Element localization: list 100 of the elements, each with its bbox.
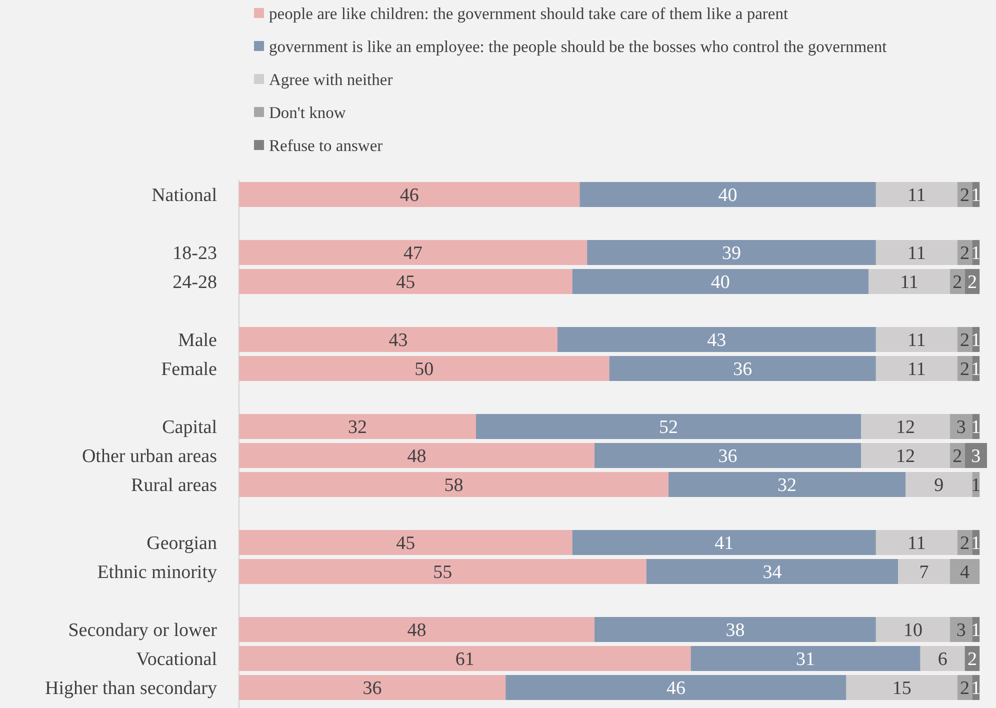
data-label: 45 xyxy=(396,533,416,554)
data-label: 11 xyxy=(900,272,918,294)
data-label: 31 xyxy=(796,649,816,670)
bar xyxy=(557,327,876,352)
data-label: 43 xyxy=(388,330,408,352)
bar xyxy=(572,530,876,555)
data-label: 1 xyxy=(971,678,981,700)
bar xyxy=(876,327,958,352)
bar xyxy=(476,414,862,439)
y-tick-label: Georgian xyxy=(146,533,218,554)
data-label: 48 xyxy=(407,446,426,468)
data-label: 11 xyxy=(907,243,926,264)
bar xyxy=(239,530,572,555)
bar xyxy=(594,617,876,642)
data-label: 32 xyxy=(778,475,797,496)
bar xyxy=(646,559,898,584)
bar xyxy=(950,414,972,439)
data-label: 2 xyxy=(967,272,977,294)
data-label: 10 xyxy=(903,620,922,642)
bar xyxy=(239,675,506,700)
bar xyxy=(690,646,920,671)
data-label: 52 xyxy=(659,417,678,438)
data-label: 43 xyxy=(707,330,726,352)
data-label: 39 xyxy=(722,243,741,264)
data-label: 2 xyxy=(952,272,962,294)
data-label: 46 xyxy=(400,185,419,206)
bar xyxy=(239,472,669,497)
bar xyxy=(964,443,987,468)
bar xyxy=(920,646,965,671)
data-label: 1 xyxy=(971,243,981,264)
data-label: 2 xyxy=(967,649,977,670)
data-label: 2 xyxy=(960,533,970,554)
y-tick-label: Vocational xyxy=(136,649,217,670)
bar xyxy=(876,356,958,381)
bar xyxy=(580,182,876,207)
data-label: 9 xyxy=(934,475,944,496)
y-tick-label: Secondary or lower xyxy=(68,620,218,642)
data-label: 1 xyxy=(971,417,981,438)
bar xyxy=(587,240,876,265)
data-label: 12 xyxy=(896,446,916,468)
data-label: 1 xyxy=(971,359,981,380)
data-label: 46 xyxy=(666,678,686,700)
bar xyxy=(609,356,876,381)
data-label: 3 xyxy=(971,446,981,468)
data-label: 48 xyxy=(407,620,426,642)
y-tick-label: National xyxy=(152,185,217,206)
bar xyxy=(861,443,950,468)
data-label: 1 xyxy=(971,185,981,206)
data-label: 50 xyxy=(414,359,434,380)
y-tick-label: Ethnic minority xyxy=(97,562,218,584)
data-label: 3 xyxy=(956,417,966,438)
data-label: 1 xyxy=(971,533,981,554)
bar xyxy=(239,327,558,352)
bar xyxy=(668,472,906,497)
bar xyxy=(950,559,980,584)
data-label: 58 xyxy=(444,475,464,496)
legend-label: government is like an employee: the people should be the bosses who control the government xyxy=(269,36,888,56)
data-label: 61 xyxy=(455,649,474,670)
data-label: 11 xyxy=(907,330,926,352)
y-tick-label: Higher than secondary xyxy=(45,678,218,700)
data-label: 36 xyxy=(733,359,752,380)
legend-label: people are like children: the government should take care of them like a parent xyxy=(269,4,788,23)
bar xyxy=(239,617,594,642)
data-label: 2 xyxy=(960,330,970,352)
bar xyxy=(572,269,869,294)
bar xyxy=(950,617,972,642)
bar xyxy=(846,675,958,700)
data-label: 4 xyxy=(960,562,970,584)
data-label: 55 xyxy=(433,562,452,584)
bar xyxy=(506,675,846,700)
y-tick-label: 24-28 xyxy=(172,272,217,294)
data-label: 2 xyxy=(952,446,962,468)
bar xyxy=(239,269,572,294)
data-label: 15 xyxy=(892,678,912,700)
y-tick-label: Male xyxy=(178,330,217,352)
y-tick-label: 18-23 xyxy=(172,243,217,264)
data-label: 34 xyxy=(762,562,782,584)
data-label: 3 xyxy=(956,620,966,642)
bar xyxy=(876,530,958,555)
bar xyxy=(239,182,580,207)
data-label: 11 xyxy=(907,533,926,554)
data-label: 1 xyxy=(971,475,981,496)
data-label: 1 xyxy=(971,620,981,642)
data-label: 2 xyxy=(960,359,970,380)
legend-label: Don't know xyxy=(269,102,346,122)
data-label: 2 xyxy=(960,185,970,206)
data-label: 32 xyxy=(348,417,367,438)
data-label: 47 xyxy=(404,243,423,264)
bar xyxy=(876,617,950,642)
bar xyxy=(239,414,476,439)
legend-label: Agree with neither xyxy=(269,70,394,89)
data-label: 40 xyxy=(710,272,730,294)
bar xyxy=(876,182,958,207)
bar xyxy=(239,443,594,468)
data-label: 12 xyxy=(896,417,916,438)
data-label: 1 xyxy=(971,330,981,352)
data-label: 36 xyxy=(362,678,382,700)
data-label: 11 xyxy=(907,359,926,380)
bar xyxy=(868,269,950,294)
bar xyxy=(239,356,610,381)
